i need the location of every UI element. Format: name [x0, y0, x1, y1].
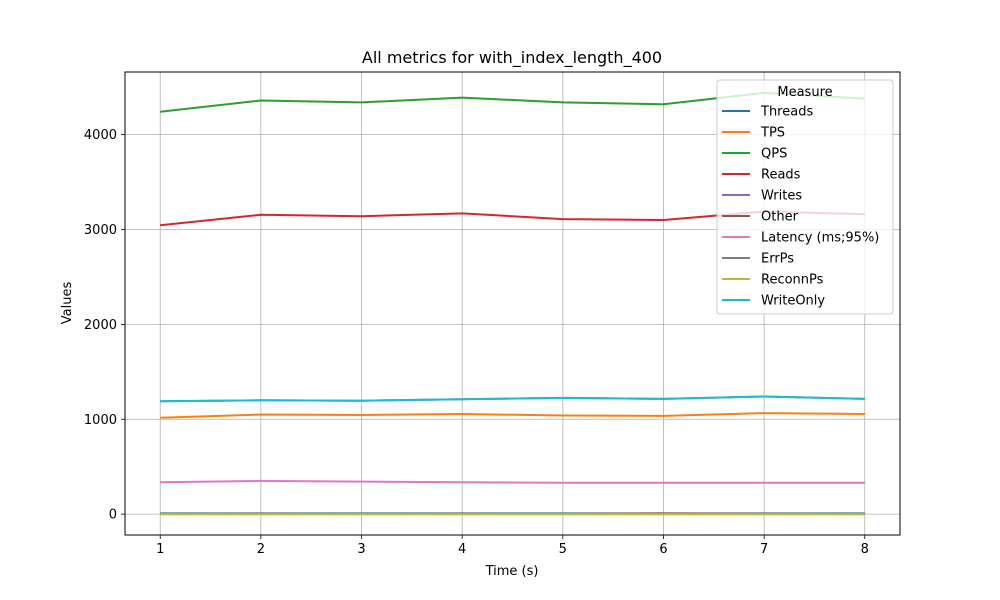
x-tick-label: 1 — [156, 542, 164, 557]
legend-label-reads: Reads — [761, 168, 801, 183]
y-tick-label: 4000 — [84, 128, 117, 143]
legend-label-writeonly: WriteOnly — [761, 294, 825, 309]
y-tick-label: 2000 — [84, 318, 117, 333]
y-tick-label: 0 — [109, 508, 117, 523]
legend-box — [716, 79, 894, 315]
x-tick-label: 5 — [559, 542, 567, 557]
legend-label-latency-ms-95: Latency (ms;95%) — [761, 231, 879, 246]
legend-label-qps: QPS — [761, 147, 787, 162]
legend-label-other: Other — [761, 210, 799, 225]
legend-title: Measure — [777, 85, 832, 100]
x-axis-title: Time (s) — [485, 564, 539, 579]
x-tick-label: 8 — [861, 542, 869, 557]
legend-items: Threads TPS QPS Reads Writes Other Latency (ms… — [722, 105, 879, 309]
chart-title: All metrics for with_index_length_400 — [362, 48, 662, 68]
ticks: 1 2 3 4 5 6 7 8 0 1000 2000 3000 4000 — [84, 128, 869, 557]
series-line-writeonly — [160, 395, 865, 403]
y-axis-title: Values — [60, 282, 75, 325]
x-tick-label: 3 — [357, 542, 365, 557]
series-line-tps — [160, 412, 865, 419]
legend-label-reconnps: ReconnPs — [761, 273, 824, 288]
legend-label-tps: TPS — [760, 126, 785, 141]
series-line-latency-ms-95 — [160, 479, 865, 484]
x-tick-label: 2 — [257, 542, 265, 557]
legend: Measure Threads TPS QPS Reads Writes Other Lat… — [716, 79, 894, 315]
y-tick-label: 3000 — [84, 223, 117, 238]
x-tick-label: 6 — [659, 542, 667, 557]
plot-frame — [124, 71, 901, 536]
legend-label-threads: Threads — [760, 105, 813, 120]
x-tick-label: 4 — [458, 542, 466, 557]
y-tick-label: 1000 — [84, 413, 117, 428]
x-tick-label: 7 — [760, 542, 768, 557]
series-layer — [160, 91, 865, 516]
legend-label-writes: Writes — [761, 189, 802, 204]
legend-label-errps: ErrPs — [761, 252, 794, 267]
